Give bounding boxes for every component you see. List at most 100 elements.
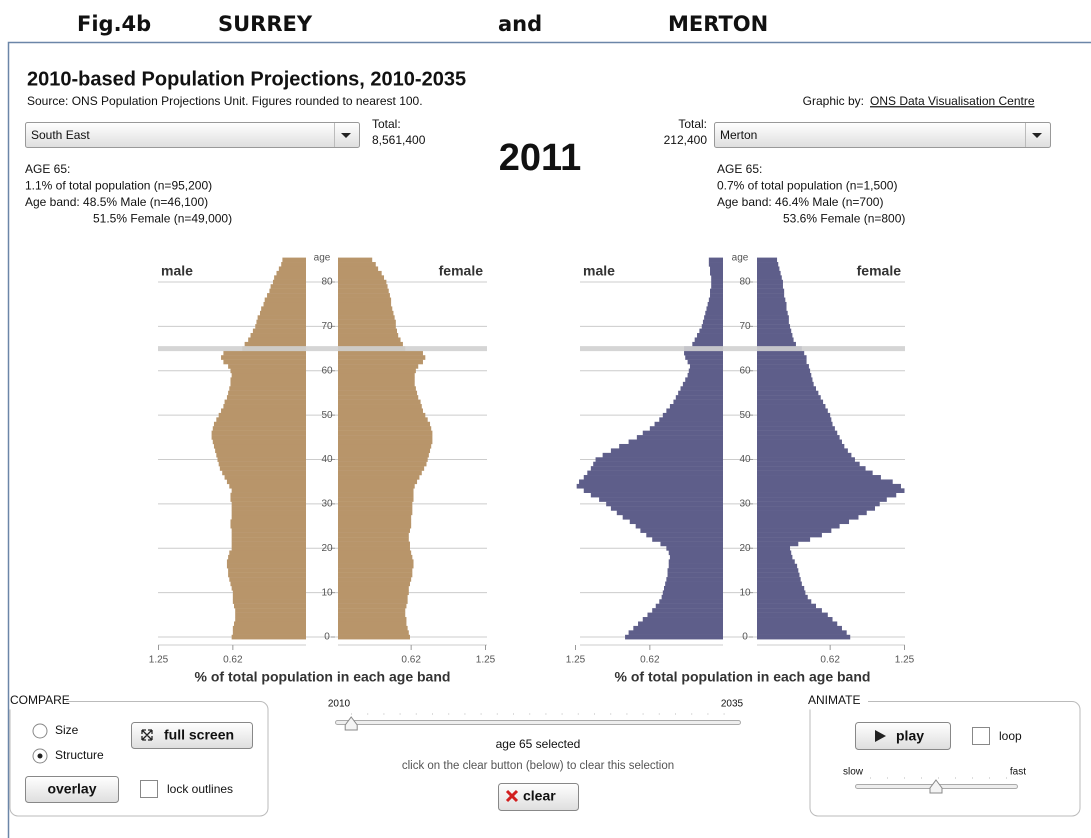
bar (757, 528, 832, 533)
bar (338, 625, 408, 631)
bar (590, 466, 723, 471)
radio (32, 723, 48, 739)
radio-label: Size (55, 723, 79, 737)
bar (757, 577, 801, 582)
bar (757, 408, 828, 414)
speed-slider[interactable]: slow fast (843, 767, 1026, 794)
bar (224, 475, 306, 480)
slow-label: slow (843, 767, 864, 778)
bar (235, 617, 306, 622)
bar (228, 572, 306, 578)
bar (757, 479, 893, 485)
bar (235, 612, 306, 618)
bar (661, 594, 723, 600)
bar (338, 319, 396, 325)
bar (757, 341, 796, 347)
bar (673, 399, 723, 405)
bar (338, 421, 431, 427)
bar (338, 417, 428, 422)
bar (757, 581, 802, 587)
bar (261, 306, 306, 312)
bar (757, 435, 840, 440)
y-tick-label: 80 (321, 277, 333, 288)
bar (757, 310, 788, 316)
bar (231, 541, 306, 547)
region-dropdown-right[interactable]: Merton (714, 122, 1051, 148)
bar (708, 262, 723, 267)
frame (7, 41, 1091, 838)
bar (757, 621, 838, 627)
play-button[interactable]: play (855, 722, 951, 750)
bar (257, 315, 306, 320)
bar (669, 404, 723, 409)
bar (757, 541, 799, 547)
bar (757, 293, 785, 298)
bar (264, 297, 306, 303)
y-tick-label: 10 (321, 587, 333, 598)
bar (757, 519, 850, 525)
bar (682, 381, 723, 387)
bar (629, 519, 723, 525)
bar (710, 266, 723, 272)
bar (338, 563, 414, 569)
bar (338, 559, 414, 564)
region-dropdown-left[interactable]: South East (25, 122, 360, 148)
bar (230, 581, 306, 587)
bar (282, 257, 306, 263)
year-slider[interactable]: 2010 2035 (328, 699, 744, 731)
bar (244, 341, 306, 347)
bar (757, 501, 880, 507)
full-screen-button[interactable]: full screen (131, 722, 253, 749)
bar (706, 306, 723, 312)
bar (757, 337, 794, 343)
clear-button[interactable]: clear (498, 783, 579, 811)
bar (230, 377, 306, 383)
bar (757, 333, 793, 338)
population-pyramid: AGE 65: 1.1% of total population (n=95,20… (25, 162, 496, 685)
bar (711, 275, 723, 280)
bar (231, 537, 306, 542)
bar (338, 412, 426, 418)
bar (687, 359, 723, 365)
bar (226, 563, 306, 569)
female-label: female (439, 263, 484, 279)
bar (757, 430, 838, 436)
bar (338, 328, 397, 334)
bar (708, 257, 723, 263)
bar (338, 452, 429, 458)
bar (689, 364, 723, 369)
bar (338, 404, 422, 409)
selection-text: age 65 selected (496, 737, 581, 751)
bar (757, 466, 866, 471)
population-pyramid: AGE 65: 0.7% of total population (n=1,500… (566, 162, 915, 685)
bar (757, 426, 835, 431)
bar (646, 532, 723, 538)
bar (226, 559, 306, 564)
bar (757, 301, 787, 307)
bar (338, 585, 409, 591)
bar (338, 284, 388, 289)
bar (710, 288, 723, 294)
bar (223, 404, 306, 409)
bar (757, 497, 887, 502)
button-label: full screen (164, 727, 234, 743)
animate-legend: ANIMATE (808, 693, 860, 707)
bar (338, 630, 409, 635)
bar (232, 599, 306, 604)
loop-checkbox[interactable]: loop (972, 727, 1023, 745)
bar (654, 421, 723, 427)
button-label: clear (523, 788, 556, 804)
radio-option[interactable]: Size (32, 723, 79, 739)
bar (606, 501, 723, 507)
bar (633, 625, 723, 631)
bar (757, 550, 792, 556)
bar (272, 279, 306, 285)
x-axis-title: % of total population in each age band (615, 669, 871, 685)
lock-outlines-checkbox[interactable]: lock outlines (140, 780, 234, 798)
bar (668, 563, 723, 569)
overlay-button[interactable]: overlay (25, 776, 119, 803)
x-tick-label: 1.25 (566, 655, 586, 666)
credit-link[interactable]: ONS Data Visualisation Centre (870, 94, 1035, 108)
radio-option[interactable]: Structure (32, 748, 104, 764)
bar (211, 435, 306, 440)
